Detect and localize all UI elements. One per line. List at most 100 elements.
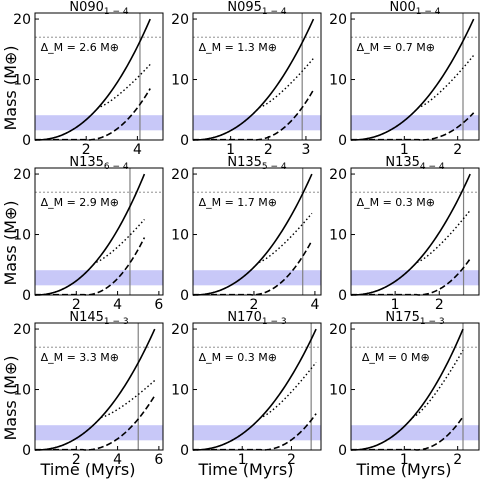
y-tick-label: 10: [171, 228, 189, 244]
x-tick-label: 2: [435, 297, 444, 313]
delta-mass-label: Δ_M = 3.3 M⊕: [41, 351, 119, 364]
panel-title: N1751 − 3: [385, 310, 444, 327]
mass-band: [35, 115, 163, 131]
delta-mass-label: Δ_M = 0.7 M⊕: [357, 41, 435, 54]
x-tick-label: 1: [391, 297, 400, 313]
x-tick-label: 2: [453, 142, 462, 158]
y-tick-label: 0: [338, 443, 347, 459]
x-tick-label: 2: [287, 452, 296, 468]
panel-title: N1355 − 4: [227, 155, 287, 172]
axes-frame: [34, 322, 164, 451]
panel-title: N001 − 4: [390, 0, 441, 17]
axes-frame: [34, 167, 164, 296]
x-axis-label-col-3: Time (Myrs): [356, 460, 452, 479]
delta-mass-label: Δ_M = 0.3 M⊕: [357, 196, 435, 209]
y-tick-label: 0: [22, 443, 31, 459]
y-tick-label: 20: [13, 12, 31, 28]
y-tick-label: 20: [13, 322, 31, 338]
y-tick-label: 20: [13, 167, 31, 183]
x-axis-label-col-1: Time (Myrs): [40, 460, 136, 479]
y-tick-label: 10: [329, 73, 347, 89]
y-axis-label-row-3: Mass (M⊕): [1, 355, 20, 440]
y-tick-label: 20: [329, 322, 347, 338]
y-tick-label: 0: [22, 133, 31, 149]
panel-title: N1354 − 4: [385, 155, 445, 172]
x-tick-label: 4: [133, 142, 142, 158]
mass-band: [351, 270, 479, 286]
delta-mass-label: Δ_M = 1.7 M⊕: [199, 196, 277, 209]
mass-band: [351, 425, 479, 441]
panel-4: 2 4 6 0 10 20 N1356 − 4 Δ_M = 2.9 M⊕: [13, 155, 164, 313]
panel-2: 1 2 3 0 10 20 N0951 − 4 Δ_M = 1.3 M⊕: [171, 0, 322, 158]
x-axis-label-col-2: Time (Myrs): [198, 460, 294, 479]
solid-curve: [34, 173, 146, 296]
panel-7: 2 4 6 0 10 20 N1451 − 3 Δ_M = 3.3 M⊕: [13, 310, 164, 468]
x-tick-label: 1: [400, 452, 409, 468]
dotted-curve: [192, 57, 315, 141]
delta-mass-label: Δ_M = 0 M⊕: [362, 351, 430, 364]
mass-band: [35, 425, 163, 441]
x-tick-label: 4: [113, 297, 122, 313]
y-tick-label: 10: [13, 383, 31, 399]
y-tick-label: 0: [22, 288, 31, 304]
delta-mass-label: Δ_M = 2.9 M⊕: [41, 196, 119, 209]
dotted-curve: [34, 379, 156, 451]
x-tick-label: 2: [72, 452, 81, 468]
y-tick-label: 20: [171, 167, 189, 183]
x-tick-label: 3: [301, 142, 310, 158]
dashed-curve: [193, 89, 315, 141]
y-tick-label: 20: [171, 12, 189, 28]
dotted-curve: [350, 209, 471, 296]
x-tick-label: 2: [72, 297, 81, 313]
mass-band: [351, 115, 479, 131]
x-tick-label: 2: [82, 142, 91, 158]
dotted-curve: [350, 54, 475, 141]
x-tick-label: 1: [226, 142, 235, 158]
y-tick-label: 10: [171, 73, 189, 89]
delta-mass-label: Δ_M = 2.6 M⊕: [41, 41, 119, 54]
x-tick-label: 1: [238, 452, 247, 468]
x-tick-label: 6: [154, 452, 163, 468]
y-tick-label: 10: [171, 383, 189, 399]
mass-band: [193, 425, 321, 441]
y-tick-label: 10: [329, 383, 347, 399]
x-tick-label: 2: [249, 297, 258, 313]
y-tick-label: 20: [329, 12, 347, 28]
dashed-curve: [35, 237, 146, 296]
y-tick-label: 0: [180, 288, 189, 304]
axes-frame: [350, 322, 480, 451]
y-tick-label: 20: [329, 167, 347, 183]
panel-1: 2 4 0 10 20 N0901 − 4 Δ_M = 2.6 M⊕: [13, 0, 164, 158]
y-axis-label-row-2: Mass (M⊕): [1, 200, 20, 285]
mass-band: [193, 115, 321, 131]
y-tick-label: 0: [180, 133, 189, 149]
x-tick-label: 6: [154, 297, 163, 313]
y-tick-label: 10: [13, 73, 31, 89]
dotted-curve: [34, 63, 151, 141]
dotted-curve: [350, 349, 464, 451]
x-tick-label: 1: [400, 142, 409, 158]
panel-title: N1356 − 4: [69, 155, 129, 172]
x-tick-label: 4: [310, 297, 319, 313]
mass-band: [35, 270, 163, 286]
axes-frame: [192, 12, 322, 141]
y-tick-label: 0: [180, 443, 189, 459]
panel-title: N1451 − 3: [69, 310, 128, 327]
axes-frame: [192, 167, 322, 296]
solid-curve: [350, 328, 464, 451]
y-tick-label: 10: [329, 228, 347, 244]
x-tick-label: 2: [264, 142, 273, 158]
y-tick-label: 0: [338, 133, 347, 149]
dotted-curve: [192, 361, 317, 451]
y-tick-label: 20: [171, 322, 189, 338]
mass-band: [193, 270, 321, 286]
dotted-curve: [192, 212, 313, 296]
delta-mass-label: Δ_M = 0.3 M⊕: [199, 351, 277, 364]
axes-frame: [34, 12, 164, 141]
